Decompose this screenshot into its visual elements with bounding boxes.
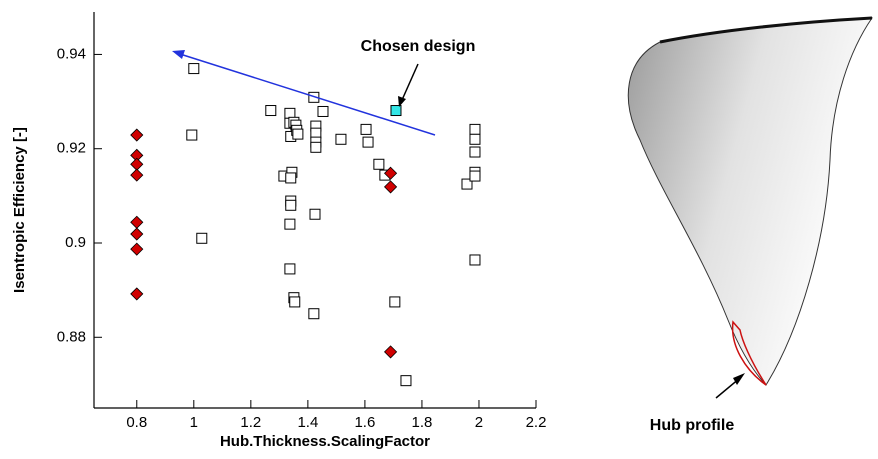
x-tick-label: 2.2	[526, 414, 547, 431]
square-point	[189, 64, 199, 74]
square-point	[290, 297, 300, 307]
x-tick-label: 0.8	[126, 414, 147, 431]
callout-line	[402, 64, 418, 100]
square-point	[266, 106, 276, 116]
blade	[628, 18, 872, 385]
y-tick-label: 0.9	[65, 234, 86, 251]
square-point	[318, 106, 328, 116]
figure: 0.8 1 1.2 1.4 1.6 1.8 2 2.2 0.88 0.9 0.92 0.94 Hub.T…	[0, 0, 878, 459]
square-point	[336, 134, 346, 144]
diamond-point	[131, 169, 143, 181]
trend-arrow	[180, 54, 435, 135]
square-point	[391, 106, 401, 116]
square-point	[470, 147, 480, 157]
y-axis-label: Isentropic Efficiency [-]	[11, 127, 28, 293]
diamond-point	[131, 243, 143, 255]
x-tick-label: 1.8	[412, 414, 433, 431]
diamond-point	[385, 346, 397, 358]
square-point	[309, 309, 319, 319]
square-point	[401, 376, 411, 386]
x-tick-label: 1.6	[354, 414, 375, 431]
callout-head	[398, 96, 406, 107]
annotation: Hub profile	[650, 417, 735, 434]
annotation: Chosen design	[361, 38, 476, 55]
square-point	[285, 264, 295, 274]
y-tick-label: 0.92	[57, 140, 86, 157]
diamond-point	[131, 216, 143, 228]
x-tick-label: 1	[190, 414, 198, 431]
diamond-point	[131, 129, 143, 141]
diamond-point	[385, 181, 397, 193]
diamond-point	[131, 228, 143, 240]
x-tick-label: 2	[475, 414, 483, 431]
square-point	[470, 134, 480, 144]
square-point	[285, 219, 295, 229]
x-tick-label: 1.2	[240, 414, 261, 431]
square-point	[390, 297, 400, 307]
square-point	[363, 137, 373, 147]
square-point	[470, 124, 480, 134]
plot-area: 0.8 1 1.2 1.4 1.6 1.8 2 2.2 0.88 0.9 0.92 0.94 Hub.T…	[11, 12, 546, 450]
square-point	[311, 142, 321, 152]
square-point	[470, 255, 480, 265]
x-tick-label: 1.4	[297, 414, 318, 431]
square-point	[286, 200, 296, 210]
square-point	[361, 124, 371, 134]
diamond-point	[131, 288, 143, 300]
square-point	[293, 129, 303, 139]
square-point	[470, 171, 480, 181]
square-point	[310, 209, 320, 219]
x-axis-label: Hub.Thickness.ScalingFactor	[220, 433, 430, 450]
diamond-point	[131, 158, 143, 170]
y-tick-label: 0.88	[57, 328, 86, 345]
y-tick-label: 0.94	[57, 45, 86, 62]
square-point	[197, 233, 207, 243]
arrow-head	[172, 50, 185, 59]
square-point	[374, 159, 384, 169]
square-point	[187, 130, 197, 140]
square-point	[286, 173, 296, 183]
